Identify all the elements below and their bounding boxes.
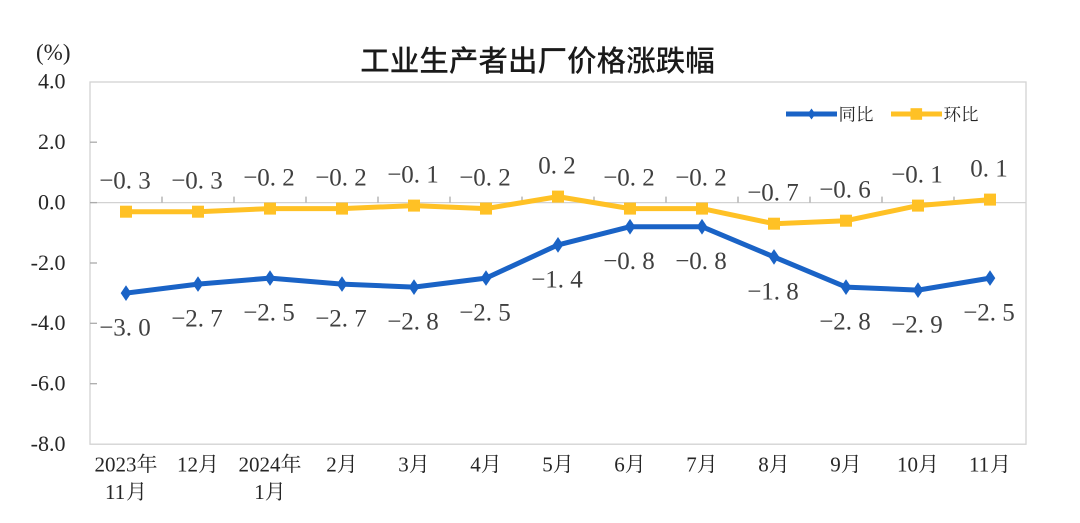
svg-text:−0. 1: −0. 1 (387, 161, 439, 188)
svg-text:2: 2 (326, 452, 337, 476)
svg-text:-2.0: -2.0 (31, 250, 66, 275)
svg-text:−0. 8: −0. 8 (603, 248, 655, 275)
svg-text:−0. 8: −0. 8 (675, 248, 727, 275)
svg-text:−0. 2: −0. 2 (243, 164, 295, 191)
svg-text:−3. 0: −3. 0 (99, 315, 151, 342)
svg-text:2023: 2023 (95, 452, 137, 476)
svg-text:10: 10 (897, 452, 918, 476)
svg-text:−0. 3: −0. 3 (171, 168, 223, 195)
svg-text:-8.0: -8.0 (31, 431, 66, 456)
svg-text:−2. 8: −2. 8 (819, 309, 871, 336)
svg-text:−0. 7: −0. 7 (747, 180, 799, 207)
svg-text:2024: 2024 (239, 452, 282, 476)
svg-text:12: 12 (177, 452, 198, 476)
svg-text:−0. 2: −0. 2 (459, 164, 511, 191)
svg-text:11: 11 (969, 452, 989, 476)
svg-text:−1. 4: −1. 4 (531, 266, 583, 293)
svg-text:−0. 2: −0. 2 (315, 164, 367, 191)
svg-text:2.0: 2.0 (38, 129, 66, 154)
svg-text:−2. 9: −2. 9 (891, 312, 943, 339)
svg-text:−0. 6: −0. 6 (819, 177, 871, 204)
svg-text:0. 2: 0. 2 (538, 152, 576, 179)
svg-text:4.0: 4.0 (38, 69, 66, 94)
svg-text:3: 3 (398, 452, 409, 476)
svg-text:8: 8 (758, 452, 769, 476)
svg-text:−0. 1: −0. 1 (891, 161, 943, 188)
svg-text:−0. 3: −0. 3 (99, 168, 151, 195)
svg-text:4: 4 (470, 452, 481, 476)
svg-text:5: 5 (542, 452, 553, 476)
svg-text:9: 9 (830, 452, 841, 476)
svg-text:-4.0: -4.0 (31, 310, 66, 335)
svg-text:0. 1: 0. 1 (970, 155, 1008, 182)
svg-text:−2. 5: −2. 5 (459, 300, 511, 327)
svg-text:7: 7 (686, 452, 697, 476)
svg-text:6: 6 (614, 452, 625, 476)
svg-text:−2. 8: −2. 8 (387, 309, 439, 336)
svg-text:-6.0: -6.0 (31, 371, 66, 396)
svg-text:1: 1 (254, 480, 265, 504)
svg-text:0.0: 0.0 (38, 189, 66, 214)
svg-text:−2. 7: −2. 7 (171, 306, 223, 333)
svg-text:−0. 2: −0. 2 (675, 164, 727, 191)
svg-text:−2. 5: −2. 5 (243, 300, 295, 327)
svg-text:(%): (%) (36, 40, 70, 65)
svg-text:−1. 8: −1. 8 (747, 278, 799, 305)
svg-text:−2. 5: −2. 5 (963, 300, 1015, 327)
svg-text:−0. 2: −0. 2 (603, 164, 655, 191)
svg-text:11: 11 (105, 480, 125, 504)
svg-text:−2. 7: −2. 7 (315, 306, 367, 333)
